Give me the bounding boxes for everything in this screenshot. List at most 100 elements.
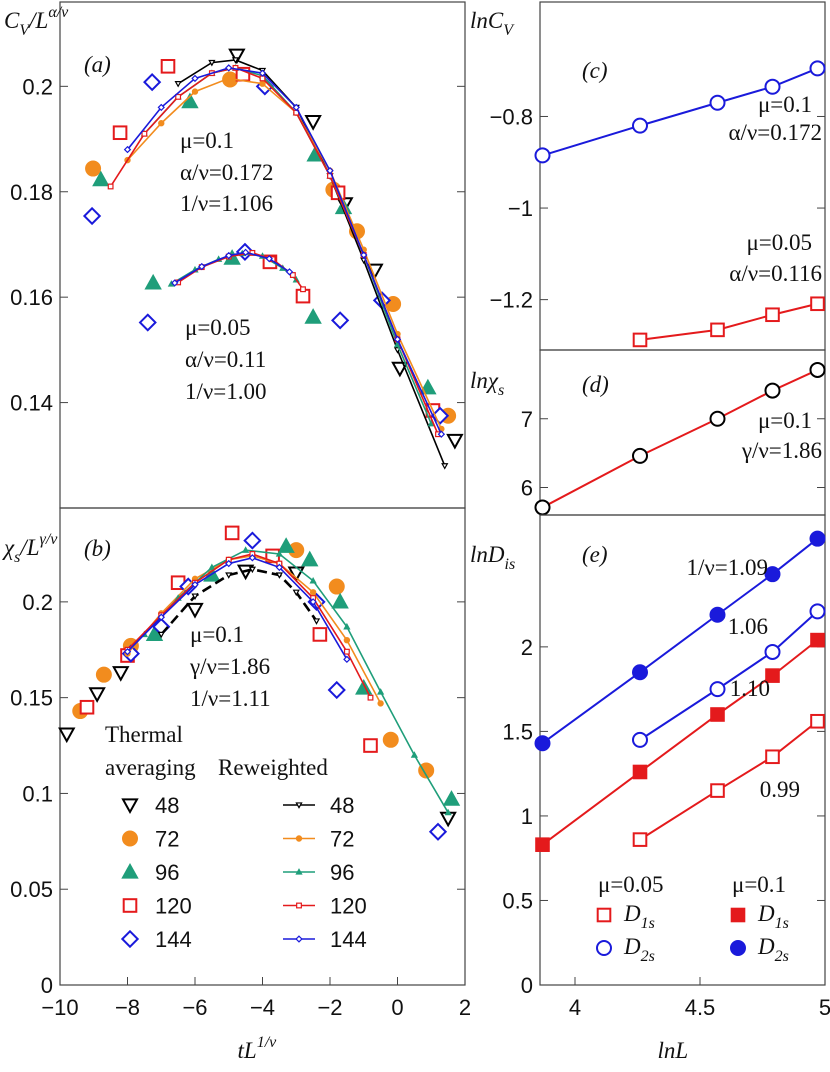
label-part: ln xyxy=(470,8,488,33)
marker xyxy=(809,530,826,547)
y-tick-label: 1 xyxy=(521,804,533,829)
annotation: μ=0.1 xyxy=(758,408,812,433)
marker xyxy=(157,631,165,639)
label-part: α/ν xyxy=(48,4,69,21)
y-axis-label: lnDis xyxy=(470,542,515,573)
label-part: ln xyxy=(470,542,488,567)
label-part: ln xyxy=(470,368,488,393)
marker xyxy=(292,589,300,597)
marker xyxy=(764,382,781,399)
x-tick-label: 4.5 xyxy=(685,995,716,1020)
marker xyxy=(709,606,726,623)
marker xyxy=(710,707,725,722)
legend-marker xyxy=(121,862,139,879)
marker xyxy=(363,738,378,753)
y-tick-label: 6 xyxy=(521,476,533,501)
legend-title: Thermal xyxy=(105,722,183,747)
legend-marker xyxy=(295,868,303,875)
label-part: D xyxy=(487,542,505,567)
marker xyxy=(535,837,550,852)
legend-label: 48 xyxy=(330,793,354,818)
panel-label: (b) xyxy=(84,536,111,561)
legend-label: 48 xyxy=(155,793,179,818)
marker xyxy=(710,322,725,338)
annotation: α/ν=0.11 xyxy=(185,347,266,372)
label-part: 2s xyxy=(641,948,655,965)
label-part: γ/ν xyxy=(40,531,59,548)
y-axis-label: lnCV xyxy=(470,8,515,39)
annotation: α/ν=0.116 xyxy=(729,261,822,286)
marker xyxy=(437,430,446,438)
y-tick-label: 0 xyxy=(521,973,533,998)
marker xyxy=(534,147,551,164)
marker xyxy=(331,311,350,330)
x-tick-label: −2 xyxy=(317,995,342,1020)
annotation: μ=0.1 xyxy=(190,622,244,647)
marker xyxy=(632,117,648,134)
y-tick-label: −0.8 xyxy=(490,104,533,129)
x-tick-label: 5 xyxy=(819,995,830,1020)
marker xyxy=(88,687,106,703)
marker xyxy=(123,647,132,656)
marker xyxy=(171,279,179,287)
legend-label: 96 xyxy=(155,860,179,885)
annotation: 0.99 xyxy=(760,777,800,802)
y-tick-label: −1.2 xyxy=(490,288,533,313)
series-line xyxy=(126,67,443,435)
y-tick-label: −1 xyxy=(508,196,533,221)
legend-marker xyxy=(122,830,138,847)
legend-marker xyxy=(596,940,612,956)
marker xyxy=(309,576,317,584)
legend-marker xyxy=(122,898,138,913)
annotation: μ=0.05 xyxy=(746,230,812,255)
marker xyxy=(765,307,780,323)
legend-label: 96 xyxy=(330,860,354,885)
marker xyxy=(186,602,204,619)
legend-marker xyxy=(295,835,303,842)
marker xyxy=(248,554,257,562)
panel-label: (a) xyxy=(84,52,111,77)
marker xyxy=(242,546,250,553)
legend-marker xyxy=(730,907,746,923)
marker xyxy=(301,550,319,567)
series-line xyxy=(174,251,290,284)
legend-marker xyxy=(296,902,302,909)
annotation: 1/ν=1.09 xyxy=(686,555,768,580)
series-line xyxy=(639,610,819,741)
label-part: C xyxy=(488,8,504,33)
marker xyxy=(312,627,328,642)
label-part: χ xyxy=(486,368,499,393)
marker xyxy=(809,361,826,378)
marker xyxy=(107,183,114,190)
y-tick-label: 0.2 xyxy=(22,74,53,99)
x-tick-label: −6 xyxy=(182,995,207,1020)
marker xyxy=(289,272,296,278)
y-tick-label: 0.16 xyxy=(10,285,53,310)
marker xyxy=(174,81,182,88)
label-part: 2s xyxy=(775,948,789,965)
x-tick-label: −8 xyxy=(115,995,140,1020)
legend-marker xyxy=(730,940,746,956)
marker xyxy=(225,75,232,82)
marker xyxy=(441,463,449,470)
marker xyxy=(327,680,346,700)
series-line xyxy=(126,556,348,660)
marker xyxy=(160,59,176,74)
marker xyxy=(309,598,317,606)
marker xyxy=(709,94,726,111)
marker xyxy=(377,688,385,695)
marker xyxy=(382,731,399,748)
marker xyxy=(58,727,76,744)
marker xyxy=(82,206,102,226)
legend-marker xyxy=(121,798,139,815)
y-tick-label: 1.5 xyxy=(502,719,533,744)
marker xyxy=(765,749,780,765)
marker xyxy=(632,664,648,681)
y-tick-label: 0.2 xyxy=(22,590,53,615)
legend-label: 120 xyxy=(330,894,367,919)
marker xyxy=(328,578,345,595)
marker xyxy=(419,378,437,395)
marker xyxy=(92,170,110,187)
marker xyxy=(275,563,284,572)
